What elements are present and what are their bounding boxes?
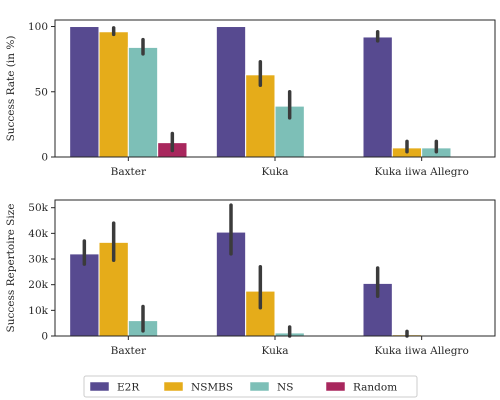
bar-e2r-kuka-iiwa-allegro [362, 36, 393, 158]
bar-e2r-kuka [215, 26, 247, 158]
y-tick-label: 40k [28, 228, 48, 240]
x-tick-label: Kuka iiwa Allegro [375, 345, 469, 357]
legend: E2R NSMBS NS Random [83, 375, 418, 398]
bar-ns-baxter [127, 46, 159, 158]
x-tick-label: Baxter [111, 345, 147, 357]
legend-swatch-ns [249, 381, 270, 392]
legend-label-random: Random [353, 382, 397, 394]
y-axis-label: Success Repertoire Size [5, 204, 17, 333]
legend-swatch-nsmbs [163, 381, 184, 392]
y-tick-label: 0 [41, 152, 48, 164]
y-tick-label: 20k [28, 279, 48, 291]
bar-nsmbs-baxter [98, 31, 129, 158]
y-tick-label: 50 [35, 86, 48, 98]
y-tick-label: 50k [28, 202, 48, 214]
bar-nsmbs-kuka [245, 74, 276, 158]
legend-label-ns: NS [277, 382, 293, 394]
y-axis-label: Success Rate (in %) [5, 36, 17, 142]
y-tick-label: 100 [28, 21, 48, 33]
bar-e2r-baxter [69, 26, 100, 158]
y-tick-label: 30k [28, 254, 48, 266]
bar-e2r-baxter [69, 253, 100, 337]
y-tick-label: 0 [41, 331, 48, 343]
legend-swatch-e2r [89, 381, 110, 392]
legend-label-nsmbs: NSMBS [191, 382, 233, 394]
repertoire-size-chart: 0 10k 20k 30k 40k 50k Baxter Kuka Kuka iiwa Alle… [5, 199, 496, 357]
x-tick-label: Baxter [111, 166, 147, 178]
legend-swatch-random [325, 381, 346, 392]
x-tick-label: Kuka iiwa Allegro [375, 166, 469, 178]
success-rate-chart: 0 50 100 Baxter Kuka Kuka iiwa Allegro Success… [5, 19, 496, 178]
legend-label-e2r: E2R [117, 382, 140, 394]
x-tick-label: Kuka [262, 345, 289, 357]
x-tick-label: Kuka [262, 166, 289, 178]
y-tick-label: 10k [28, 305, 48, 317]
